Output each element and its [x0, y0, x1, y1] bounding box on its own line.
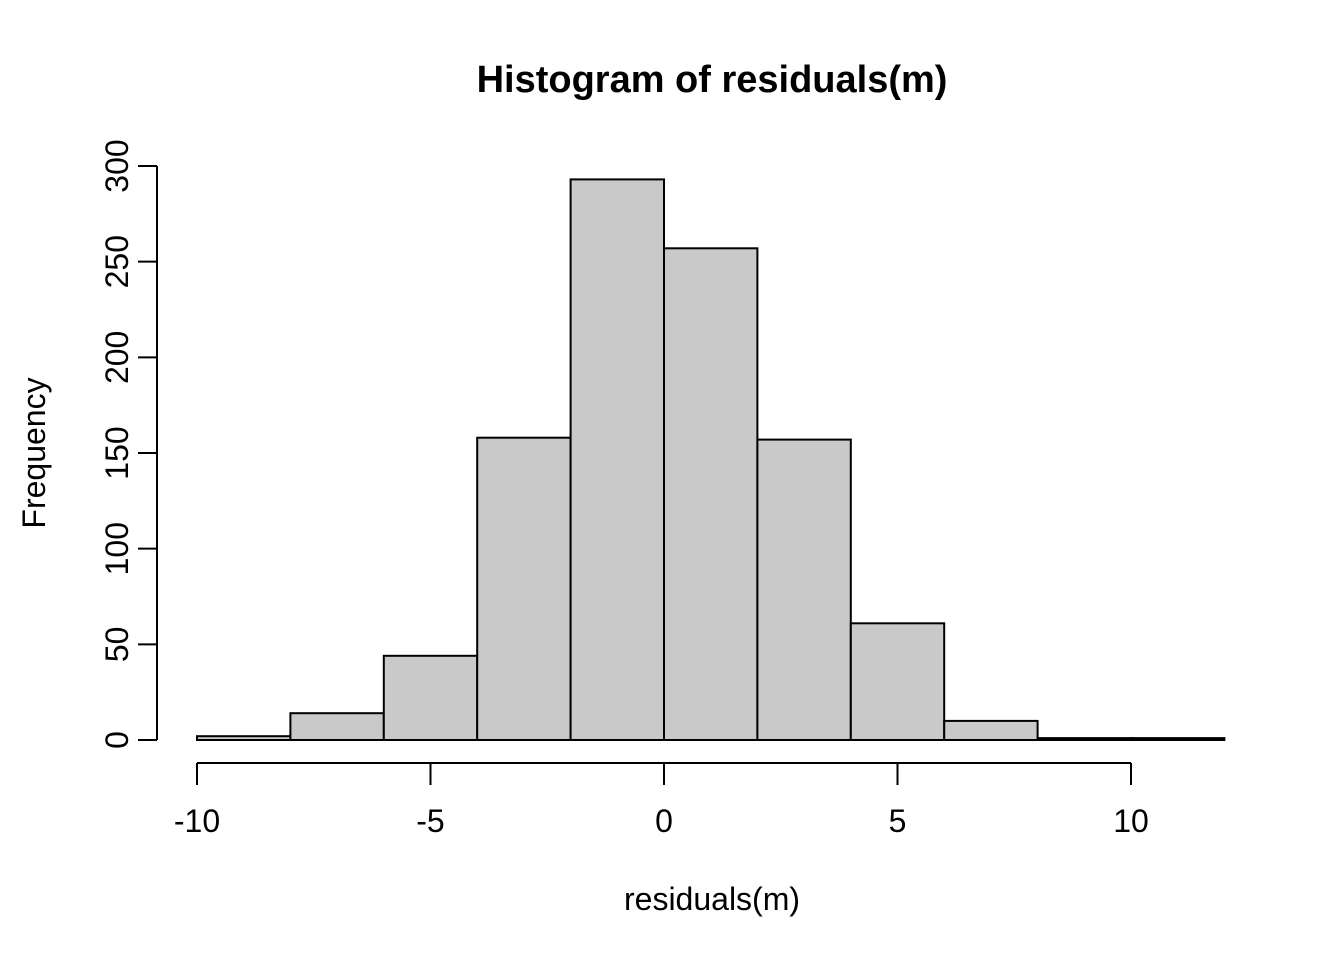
x-tick-label-4: 10 [1113, 803, 1149, 839]
y-tick-label-3: 150 [99, 426, 135, 479]
histogram-bar-4 [569, 178, 665, 741]
x-tick-label-2: 0 [655, 803, 673, 839]
x-axis-label: residuals(m) [624, 881, 800, 917]
histogram-bar-8 [943, 719, 1039, 742]
histogram-bar-5 [663, 247, 759, 742]
histogram-bar-2 [382, 654, 479, 741]
x-tick-label-1: -5 [416, 803, 444, 839]
histogram-bar-3 [476, 436, 572, 741]
y-tick-label-1: 50 [99, 627, 135, 663]
histogram-bar-7 [849, 622, 946, 741]
histogram-bar-1 [289, 712, 385, 742]
x-tick-label-0: -10 [174, 803, 220, 839]
y-tick-label-0: 0 [99, 731, 135, 749]
histogram-bar-6 [756, 438, 852, 741]
x-tick-label-3: 5 [889, 803, 907, 839]
x-axis: -10 -5 0 5 10 [174, 762, 1149, 839]
y-tick-label-2: 100 [99, 522, 135, 575]
y-axis: 0 50 100 150 200 250 300 [99, 139, 158, 749]
y-tick-label-5: 250 [99, 235, 135, 288]
y-tick-label-4: 200 [99, 331, 135, 384]
y-axis-label: Frequency [16, 377, 52, 528]
histogram-bar-9 [1036, 737, 1132, 741]
y-tick-label-6: 300 [99, 139, 135, 192]
bars-group [196, 178, 1226, 742]
histogram-bar-10 [1130, 737, 1226, 741]
histogram-bar-0 [196, 735, 292, 742]
chart-title: Histogram of residuals(m) [477, 59, 948, 101]
